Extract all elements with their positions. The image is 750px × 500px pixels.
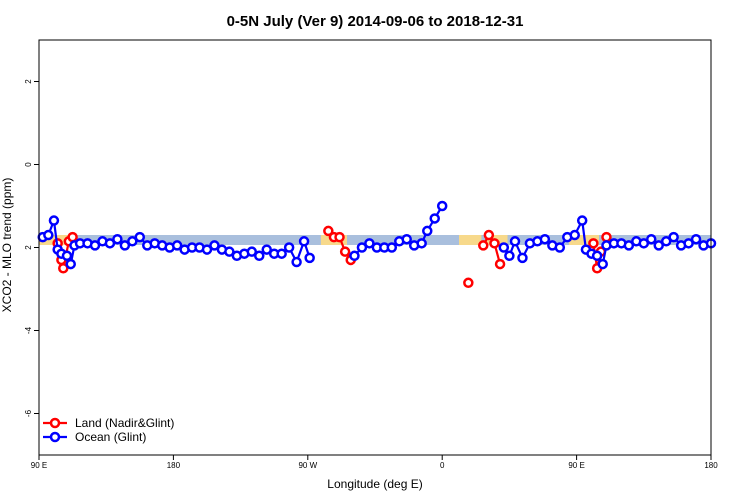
series-ocean-point-0-37 [291, 256, 302, 268]
series-land-point-3-0 [478, 240, 489, 251]
series-land-point-0-4 [67, 231, 78, 243]
x-tick-label-0: 90 E [31, 461, 47, 470]
series-land-point-1-0 [323, 225, 334, 237]
series-land-point-0-2 [58, 263, 69, 274]
legend-box [40, 412, 190, 454]
y-tick-label-2: 2 [24, 245, 33, 250]
x-tick-label-4: 90 E [568, 461, 584, 470]
series-ocean-point-2-8 [554, 242, 566, 253]
series-land-point-2-0 [463, 277, 474, 289]
series-ocean-point-2-25 [668, 231, 679, 243]
series-land-point-3-2 [489, 238, 500, 249]
series-ocean-point-2-24 [660, 236, 672, 247]
series-ocean-point-0-5 [61, 250, 73, 262]
y-tick-label-4: -6 [24, 409, 33, 417]
series-ocean-point-0-13 [112, 233, 123, 245]
series-ocean-point-0-36 [283, 242, 295, 253]
series-ocean-point-0-26 [209, 240, 220, 251]
series-land-point-4-3 [601, 231, 612, 243]
series-ocean-point-0-31 [246, 246, 258, 257]
series-ocean-point-0-15 [127, 236, 138, 247]
series-ocean-point-2-14 [591, 250, 603, 262]
series-ocean-point-1-12 [436, 200, 448, 212]
series-land-point-4-0 [588, 238, 599, 249]
series-layer [37, 200, 717, 289]
series-ocean [37, 200, 717, 270]
x-axis-label: Longitude (deg E) [327, 477, 422, 491]
series-ocean-point-2-2 [509, 236, 521, 247]
y-tick-label-1: 0 [24, 162, 33, 167]
x-tick-label-2: 90 W [298, 461, 317, 470]
legend-land-label: Land (Nadir&Glint) [75, 416, 174, 430]
x-axis: 90 E 180 90 W 0 90 E 180 [31, 455, 718, 470]
series-ocean-point-2-11 [576, 215, 588, 226]
series-ocean-point-1-1 [356, 242, 368, 253]
series-ocean-point-2-21 [638, 238, 650, 249]
series-land-point-1-3 [339, 246, 351, 257]
series-ocean-point-0-28 [224, 246, 235, 257]
series-ocean-point-1-5 [386, 242, 398, 253]
series-ocean-point-1-10 [422, 225, 433, 237]
series-ocean-point-1-2 [364, 238, 375, 249]
series-ocean-point-0-32 [254, 250, 265, 262]
series-ocean-point-0-6 [65, 258, 76, 270]
series-ocean-point-2-6 [539, 233, 551, 245]
legend-ocean-marker [49, 431, 61, 443]
series-ocean-point-0-12 [104, 238, 116, 249]
series-ocean-point-0-14 [119, 240, 131, 251]
series-ocean-point-1-9 [416, 238, 427, 249]
series-ocean-point-2-0 [498, 242, 510, 253]
series-ocean-point-2-1 [504, 250, 515, 262]
series-ocean-point-0-33 [261, 244, 272, 255]
series-land-point-3-3 [494, 258, 506, 270]
y-axis-label: XCO2 - MLO trend (ppm) [0, 178, 14, 313]
series-land-point-3-1 [483, 229, 495, 241]
series-land-point-1-2 [334, 231, 345, 243]
series-ocean-point-2-3 [517, 252, 528, 264]
series-ocean-point-1-0 [349, 250, 360, 262]
series-ocean-point-2-19 [623, 240, 635, 251]
x-tick-label-3: 0 [440, 461, 445, 470]
series-ocean-point-1-7 [401, 233, 412, 245]
series-ocean-point-0-35 [276, 248, 287, 259]
series-ocean-point-2-27 [683, 238, 694, 249]
series-ocean-point-0-25 [201, 244, 213, 255]
x-tick-label-5: 180 [704, 461, 718, 470]
x-tick-label-1: 180 [167, 461, 181, 470]
series-ocean-point-0-21 [171, 240, 183, 251]
series-ocean-point-1-11 [429, 213, 440, 224]
series-ocean-point-0-2 [48, 215, 60, 226]
series-ocean-point-0-16 [134, 231, 146, 243]
series-ocean-point-0-38 [298, 236, 310, 247]
series-ocean-point-2-22 [646, 233, 657, 245]
chart-title: 0-5N July (Ver 9) 2014-09-06 to 2018-12-… [227, 13, 524, 30]
y-axis: 2 0 2 -4 -6 [24, 79, 39, 417]
series-ocean-point-2-15 [597, 258, 608, 270]
series-ocean-point-0-39 [304, 252, 315, 264]
series-ocean-point-0-10 [89, 240, 101, 251]
legend-land-marker [49, 417, 61, 429]
series-ocean-point-2-28 [690, 233, 702, 245]
legend-ocean-label: Ocean (Glint) [75, 430, 146, 444]
y-tick-label-3: -4 [24, 326, 33, 334]
series-ocean-point-2-23 [653, 240, 664, 251]
series-ocean-point-2-10 [569, 229, 580, 241]
legend: Land (Nadir&Glint) Ocean (Glint) [40, 412, 190, 454]
series-ocean-point-0-1 [43, 229, 54, 241]
y-tick-label-0: 2 [24, 79, 33, 84]
